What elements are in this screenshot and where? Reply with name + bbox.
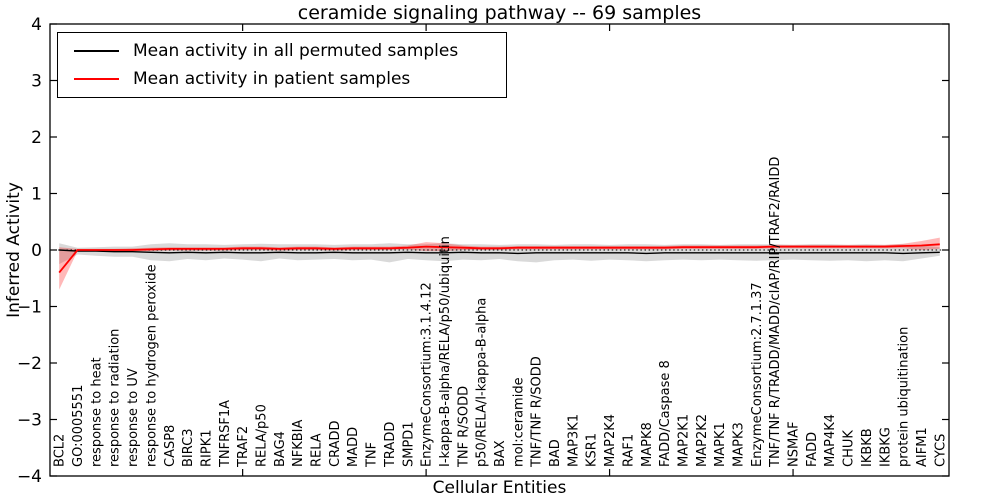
category-label: MAPK3 [732,422,747,467]
y-tick-label: 1 [31,185,42,205]
category-label: TNF/TNF R/TRADD/MADD/cIAP/RIP/TRAF2/RAID… [768,157,783,468]
legend: Mean activity in all permuted samples Me… [57,32,507,98]
y-tick-label: 2 [31,128,42,148]
category-label: CYCS [933,434,948,467]
category-label: BIRC3 [181,429,196,468]
category-label: MADD [346,427,361,467]
category-label: IKBKB [860,428,875,467]
category-label: MAPK1 [713,422,728,467]
category-label: NSMAF [787,421,802,467]
category-label: TNFRSF1A [218,400,233,468]
category-label: MAPK8 [640,422,655,467]
category-label: CHUK [842,430,857,467]
category-label: FADD [805,432,820,467]
category-label: response to radiation [108,329,123,467]
legend-label-permuted: Mean activity in all permuted samples [133,41,459,61]
category-label: MAP4K4 [823,414,838,467]
category-label: BAX [493,440,508,467]
category-label: p50/RELA/I-kappa-B-alpha [475,298,490,467]
category-label: NFKBIA [291,420,306,467]
y-tick-label: 4 [31,15,42,35]
category-label: IKBKG [878,427,893,467]
legend-line-patient-icon [74,78,119,80]
category-label: AIFM1 [915,427,930,467]
category-label: MAP2K2 [695,414,710,467]
category-label: CRADD [328,421,343,468]
category-label: RELA/p50 [254,404,269,467]
y-tick-label: −1 [17,298,42,318]
category-label: BAG4 [273,431,288,467]
patient-mean-line [58,243,940,274]
legend-item-permuted: Mean activity in all permuted samples [74,41,506,61]
category-label: MAP2K1 [676,414,691,467]
category-label: MAP2K4 [603,414,618,467]
category-label: response to heat [89,357,104,467]
category-label: I-kappa-B-alpha/RELA/p50/ubiquitin [438,236,453,467]
category-label: RAF1 [621,434,636,467]
y-tick-label: −3 [17,411,42,431]
x-axis-label: Cellular Entities [432,478,567,498]
y-tick-label: −2 [17,354,42,374]
category-label: response to UV [126,368,141,467]
category-label: mol:ceramide [511,377,526,467]
category-label: SMPD1 [401,421,416,467]
category-label: protein ubiquitination [897,327,912,467]
category-label: BAD [548,439,563,467]
category-label: RELA [310,433,325,467]
category-label: FADD/Caspase 8 [658,360,673,467]
category-label: response to hydrogen peroxide [144,264,159,467]
category-label: TRAF2 [236,426,251,468]
y-tick-label: 3 [31,72,42,92]
y-axis-label: Inferred Activity [4,182,24,318]
category-label: CASP8 [163,425,178,467]
category-label: EnzymeConsortium:3.1.4.12 [420,282,435,467]
chart-title: ceramide signaling pathway -- 69 samples [297,2,702,24]
category-label: TNF/TNF R/SODD [530,356,545,468]
category-label: BCL2 [53,434,68,467]
legend-label-patient: Mean activity in patient samples [133,69,411,89]
category-label: GO:0005551 [71,385,86,467]
category-label: TRADD [383,422,398,468]
y-tick-label: 0 [31,241,42,261]
permuted-mean-line [59,249,940,255]
category-label: TNF R/SODD [456,386,471,468]
category-label: EnzymeConsortium:2.7.1.37 [750,282,765,467]
category-label: MAP3K1 [566,414,581,467]
legend-line-permuted-icon [74,50,119,52]
legend-item-patient: Mean activity in patient samples [74,69,506,89]
category-label: TNF [365,442,380,468]
y-tick-label: −4 [17,467,42,487]
category-label: KSR1 [585,433,600,467]
category-label: RIPK1 [199,429,214,467]
